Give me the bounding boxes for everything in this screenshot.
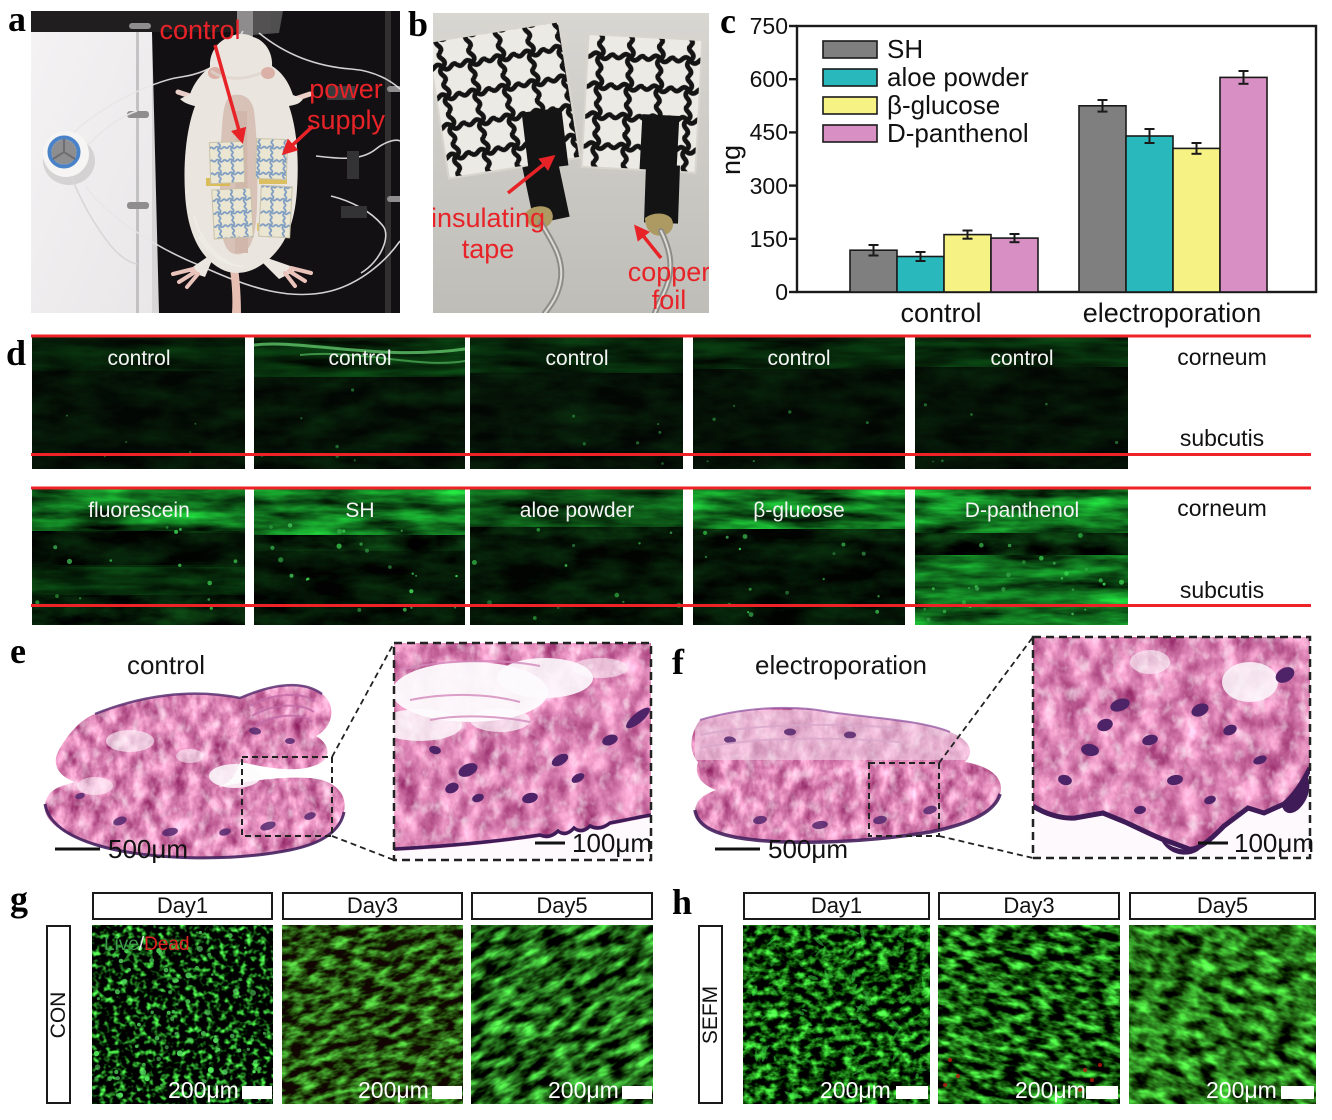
svg-text:insulating: insulating bbox=[433, 203, 545, 233]
svg-text:500μm: 500μm bbox=[108, 834, 188, 864]
svg-text:750: 750 bbox=[750, 13, 788, 39]
svg-text:500μm: 500μm bbox=[768, 834, 848, 864]
svg-text:control: control bbox=[990, 347, 1053, 370]
svg-text:electroporation: electroporation bbox=[755, 650, 927, 680]
svg-text:foil: foil bbox=[652, 285, 687, 313]
svg-text:300: 300 bbox=[750, 173, 788, 199]
svg-text:ng: ng bbox=[716, 145, 746, 175]
svg-text:200μm: 200μm bbox=[548, 1077, 619, 1103]
svg-text:0: 0 bbox=[775, 279, 788, 305]
svg-text:aloe powder: aloe powder bbox=[520, 499, 634, 522]
svg-text:control: control bbox=[107, 347, 170, 370]
svg-text:control: control bbox=[328, 347, 391, 370]
svg-text:control: control bbox=[767, 347, 830, 370]
svg-text:β-glucose: β-glucose bbox=[753, 499, 844, 522]
svg-text:power: power bbox=[309, 74, 383, 104]
svg-text:fluorescein: fluorescein bbox=[88, 499, 190, 522]
svg-text:SH: SH bbox=[345, 499, 374, 522]
svg-text:D-panthenol: D-panthenol bbox=[887, 118, 1029, 148]
svg-text:Live/Dead: Live/Dead bbox=[104, 934, 190, 955]
svg-text:150: 150 bbox=[750, 226, 788, 252]
svg-text:control: control bbox=[900, 298, 981, 328]
svg-text:copper: copper bbox=[628, 257, 709, 287]
svg-text:control: control bbox=[159, 15, 240, 45]
svg-text:aloe powder: aloe powder bbox=[887, 62, 1029, 92]
svg-text:100μm: 100μm bbox=[1234, 828, 1314, 858]
svg-text:corneum: corneum bbox=[1177, 495, 1266, 521]
svg-text:subcutis: subcutis bbox=[1180, 577, 1264, 603]
svg-text:electroporation: electroporation bbox=[1083, 298, 1262, 328]
svg-text:supply: supply bbox=[307, 105, 386, 135]
svg-text:control: control bbox=[127, 650, 205, 680]
svg-text:corneum: corneum bbox=[1177, 344, 1266, 370]
svg-text:200μm: 200μm bbox=[1015, 1077, 1086, 1103]
svg-text:200μm: 200μm bbox=[168, 1077, 239, 1103]
svg-text:450: 450 bbox=[750, 119, 788, 145]
svg-text:tape: tape bbox=[462, 234, 515, 264]
svg-text:β-glucose: β-glucose bbox=[887, 90, 1000, 120]
svg-text:subcutis: subcutis bbox=[1180, 425, 1264, 451]
svg-text:control: control bbox=[545, 347, 608, 370]
svg-text:D-panthenol: D-panthenol bbox=[965, 499, 1079, 522]
svg-text:100μm: 100μm bbox=[572, 828, 652, 858]
svg-text:600: 600 bbox=[750, 66, 788, 92]
svg-text:200μm: 200μm bbox=[1206, 1077, 1277, 1103]
svg-text:200μm: 200μm bbox=[820, 1077, 891, 1103]
svg-text:200μm: 200μm bbox=[358, 1077, 429, 1103]
svg-text:SH: SH bbox=[887, 34, 923, 64]
